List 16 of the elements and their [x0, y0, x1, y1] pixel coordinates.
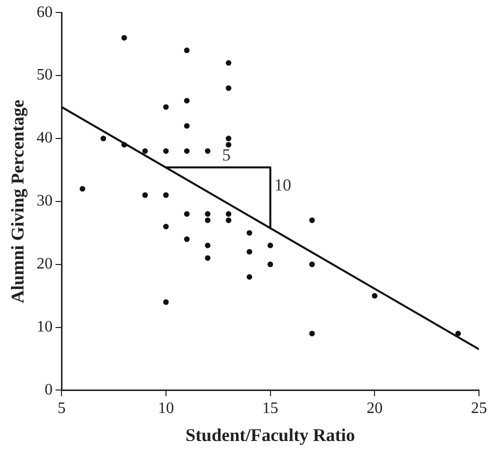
y-tick-label: 20	[36, 256, 53, 273]
y-axis-title: Alumni Giving Percentage	[7, 100, 28, 304]
y-tick-label: 10	[36, 318, 53, 336]
y-tick-label: 40	[36, 130, 53, 147]
x-tick-label: 15	[262, 400, 278, 418]
x-axis-title: Student/Faculty Ratio	[186, 424, 356, 445]
y-tick-label: 60	[36, 4, 53, 21]
x-tick-label: 10	[158, 400, 174, 418]
y-tick-label: 0	[44, 381, 53, 398]
y-tick-label: 30	[36, 192, 53, 210]
annotation: 5	[222, 145, 231, 164]
x-tick-label: 20	[366, 400, 383, 418]
x-tick-label: 5	[58, 400, 66, 418]
annotation: 10	[274, 176, 292, 195]
y-tick-label: 50	[36, 66, 53, 84]
x-tick-label: 25	[471, 400, 487, 418]
